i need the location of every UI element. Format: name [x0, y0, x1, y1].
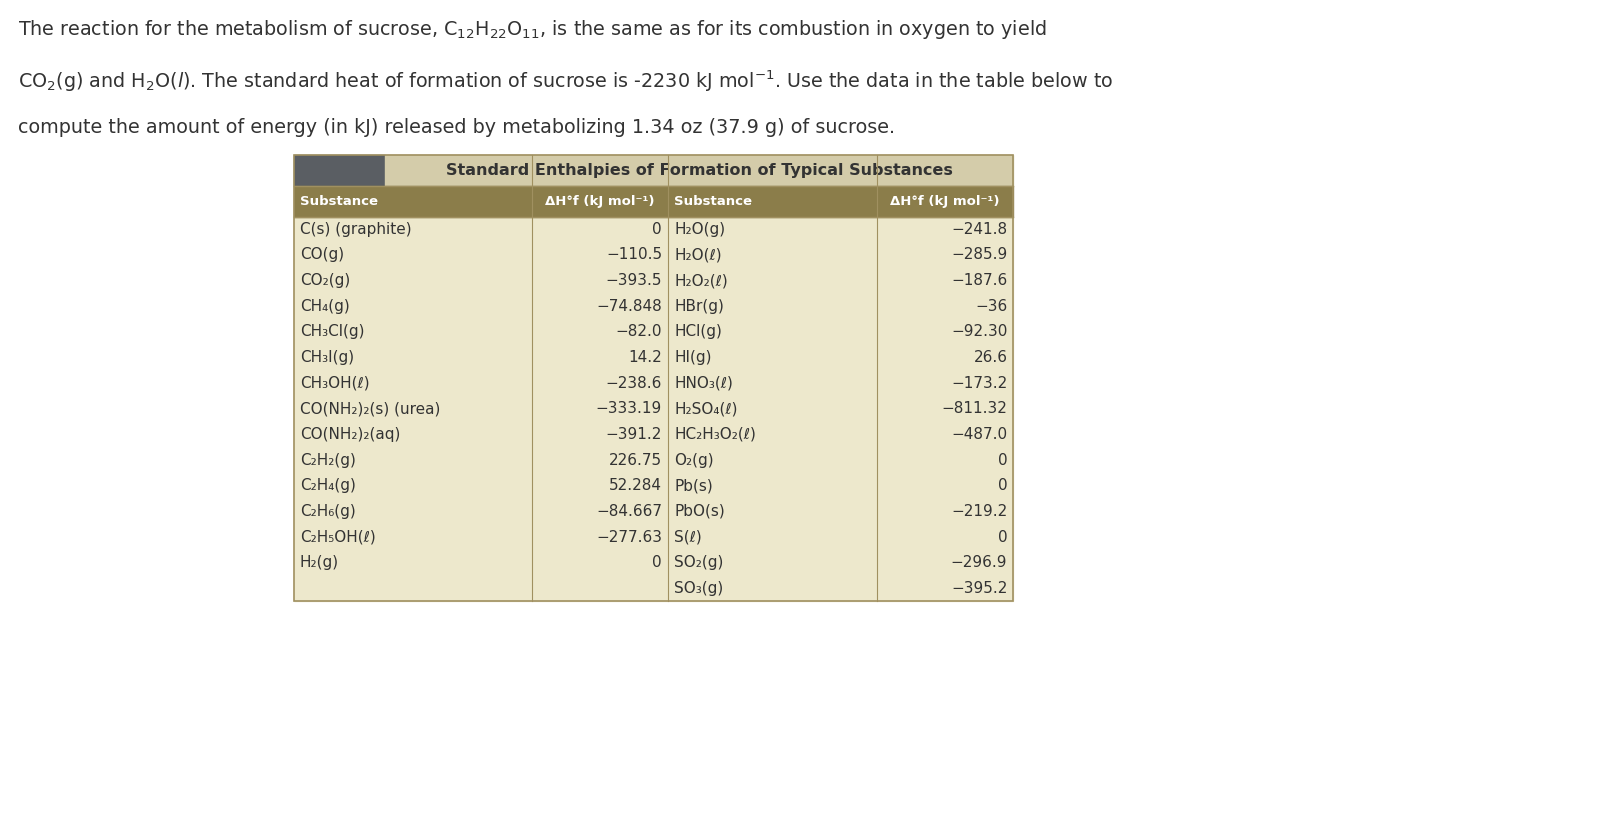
Text: CH₄(g): CH₄(g) [300, 299, 350, 313]
Text: PbO(s): PbO(s) [674, 504, 724, 519]
Text: C₂H₅OH(ℓ): C₂H₅OH(ℓ) [300, 530, 376, 545]
Bar [385, 155, 1013, 186]
Text: 0: 0 [652, 222, 661, 237]
Text: ΔH°f (kJ mol⁻¹): ΔH°f (kJ mol⁻¹) [544, 195, 655, 208]
Text: −84.667: −84.667 [595, 504, 661, 519]
Text: −487.0: −487.0 [950, 427, 1006, 442]
Text: −110.5: −110.5 [605, 247, 661, 262]
Text: Substance: Substance [674, 195, 751, 208]
Text: Substance: Substance [300, 195, 377, 208]
Text: HCl(g): HCl(g) [674, 325, 722, 339]
Text: CO(NH₂)₂(s) (urea): CO(NH₂)₂(s) (urea) [300, 401, 440, 416]
Text: O₂(g): O₂(g) [674, 453, 713, 467]
Bar [294, 217, 1013, 601]
Text: CH₃I(g): CH₃I(g) [300, 350, 353, 365]
Text: −241.8: −241.8 [950, 222, 1006, 237]
Text: 0: 0 [997, 453, 1006, 467]
Text: −82.0: −82.0 [615, 325, 661, 339]
Text: 226.75: 226.75 [608, 453, 661, 467]
Text: −391.2: −391.2 [605, 427, 661, 442]
Text: 0: 0 [997, 530, 1006, 545]
Text: $\mathregular{CO_2}$(g) and $\mathregular{H_2O}$($l$). The standard heat of form: $\mathregular{CO_2}$(g) and $\mathregula… [18, 68, 1112, 94]
Text: C(s) (graphite): C(s) (graphite) [300, 222, 411, 237]
Text: −393.5: −393.5 [605, 274, 661, 288]
Text: Standard Enthalpies of Formation of Typical Substances: Standard Enthalpies of Formation of Typi… [446, 163, 952, 177]
Text: −187.6: −187.6 [950, 274, 1006, 288]
Text: −333.19: −333.19 [595, 401, 661, 416]
Text: HI(g): HI(g) [674, 350, 711, 365]
Text: 14.2: 14.2 [628, 350, 661, 365]
Text: 0: 0 [997, 479, 1006, 493]
Text: SO₂(g): SO₂(g) [674, 555, 722, 570]
Text: 52.284: 52.284 [608, 479, 661, 493]
Text: 26.6: 26.6 [973, 350, 1006, 365]
Bar [294, 155, 385, 186]
Text: CO(g): CO(g) [300, 247, 343, 262]
Text: HC₂H₃O₂(ℓ): HC₂H₃O₂(ℓ) [674, 427, 756, 442]
Text: −285.9: −285.9 [950, 247, 1006, 262]
Text: H₂O(ℓ): H₂O(ℓ) [674, 247, 721, 262]
Text: HNO₃(ℓ): HNO₃(ℓ) [674, 376, 732, 391]
Text: 0: 0 [652, 555, 661, 570]
Text: H₂O₂(ℓ): H₂O₂(ℓ) [674, 274, 727, 288]
Text: CH₃Cl(g): CH₃Cl(g) [300, 325, 364, 339]
Text: H₂O(g): H₂O(g) [674, 222, 725, 237]
Text: The reaction for the metabolism of sucrose, $\mathregular{C_{12}H_{22}O_{11}}$, : The reaction for the metabolism of sucro… [18, 18, 1046, 41]
Text: Pb(s): Pb(s) [674, 479, 713, 493]
Bar [294, 186, 1013, 217]
Text: −238.6: −238.6 [605, 376, 661, 391]
Text: −296.9: −296.9 [950, 555, 1006, 570]
Text: C₂H₄(g): C₂H₄(g) [300, 479, 356, 493]
Text: −74.848: −74.848 [595, 299, 661, 313]
Text: −219.2: −219.2 [950, 504, 1006, 519]
Text: −277.63: −277.63 [595, 530, 661, 545]
Text: −92.30: −92.30 [950, 325, 1006, 339]
Text: −811.32: −811.32 [941, 401, 1006, 416]
Text: CO(NH₂)₂(aq): CO(NH₂)₂(aq) [300, 427, 400, 442]
Text: CO₂(g): CO₂(g) [300, 274, 350, 288]
Text: H₂(g): H₂(g) [300, 555, 339, 570]
Text: compute the amount of energy (in kJ) released by metabolizing 1.34 oz (37.9 g) o: compute the amount of energy (in kJ) rel… [18, 118, 894, 137]
Text: H₂SO₄(ℓ): H₂SO₄(ℓ) [674, 401, 737, 416]
Bar [294, 155, 1013, 601]
Text: CH₃OH(ℓ): CH₃OH(ℓ) [300, 376, 369, 391]
Text: −173.2: −173.2 [950, 376, 1006, 391]
Text: HBr(g): HBr(g) [674, 299, 724, 313]
Text: C₂H₂(g): C₂H₂(g) [300, 453, 356, 467]
Text: C₂H₆(g): C₂H₆(g) [300, 504, 355, 519]
Text: S(ℓ): S(ℓ) [674, 530, 701, 545]
Text: −395.2: −395.2 [950, 581, 1006, 596]
Text: ΔH°f (kJ mol⁻¹): ΔH°f (kJ mol⁻¹) [889, 195, 1000, 208]
Text: −36: −36 [974, 299, 1006, 313]
Text: SO₃(g): SO₃(g) [674, 581, 722, 596]
